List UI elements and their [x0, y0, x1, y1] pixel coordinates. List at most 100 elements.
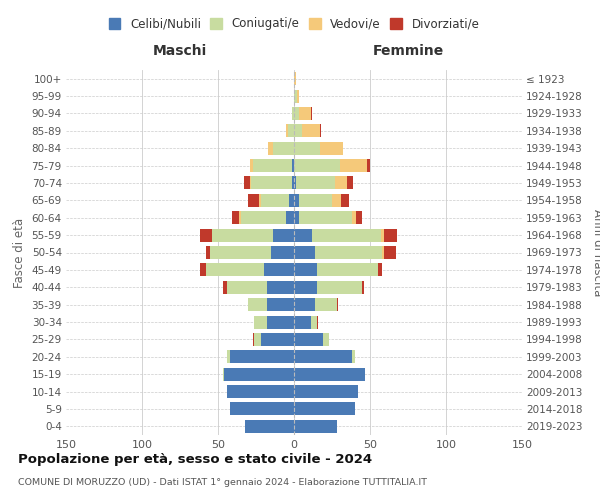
Bar	[232, 211, 239, 224]
Bar	[294, 194, 299, 207]
Bar	[299, 211, 352, 224]
Bar	[317, 264, 377, 276]
Bar	[299, 194, 332, 207]
Bar	[294, 159, 340, 172]
Bar	[248, 298, 266, 311]
Bar	[317, 316, 319, 328]
Bar	[294, 176, 296, 190]
Bar	[200, 264, 206, 276]
Bar	[286, 211, 294, 224]
Text: Popolazione per età, sesso e stato civile - 2024: Popolazione per età, sesso e stato civil…	[18, 452, 372, 466]
Bar	[302, 124, 320, 138]
Bar	[320, 124, 322, 138]
Bar	[263, 264, 294, 276]
Text: Maschi: Maschi	[153, 44, 207, 58]
Bar	[315, 298, 337, 311]
Bar	[200, 228, 212, 241]
Bar	[383, 246, 396, 259]
Bar	[294, 316, 311, 328]
Bar	[230, 350, 294, 364]
Bar	[268, 142, 273, 154]
Bar	[239, 211, 241, 224]
Bar	[294, 402, 355, 415]
Bar	[335, 176, 347, 190]
Y-axis label: Anni di nascita: Anni di nascita	[591, 209, 600, 296]
Bar	[332, 194, 341, 207]
Bar	[211, 246, 271, 259]
Bar	[340, 159, 367, 172]
Bar	[294, 107, 299, 120]
Bar	[294, 142, 320, 154]
Bar	[230, 402, 294, 415]
Bar	[294, 124, 302, 138]
Bar	[377, 264, 382, 276]
Bar	[241, 211, 286, 224]
Bar	[248, 194, 259, 207]
Bar	[311, 107, 312, 120]
Bar	[315, 246, 382, 259]
Bar	[367, 159, 370, 172]
Bar	[266, 298, 294, 311]
Bar	[294, 264, 317, 276]
Bar	[337, 298, 338, 311]
Bar	[352, 211, 356, 224]
Bar	[320, 142, 343, 154]
Bar	[254, 333, 260, 346]
Bar	[294, 368, 365, 380]
Bar	[212, 228, 273, 241]
Bar	[227, 385, 294, 398]
Bar	[288, 124, 294, 138]
Bar	[250, 159, 253, 172]
Bar	[341, 194, 349, 207]
Bar	[253, 333, 254, 346]
Bar	[352, 350, 355, 364]
Bar	[383, 228, 397, 241]
Bar	[253, 159, 292, 172]
Bar	[317, 280, 362, 294]
Bar	[297, 90, 299, 102]
Bar	[296, 176, 335, 190]
Bar	[294, 246, 315, 259]
Bar	[206, 246, 211, 259]
Bar	[273, 142, 294, 154]
Bar	[294, 420, 337, 433]
Text: COMUNE DI MORUZZO (UD) - Dati ISTAT 1° gennaio 2024 - Elaborazione TUTTITALIA.IT: COMUNE DI MORUZZO (UD) - Dati ISTAT 1° g…	[18, 478, 427, 487]
Bar	[292, 159, 294, 172]
Bar	[250, 176, 251, 190]
Bar	[286, 124, 288, 138]
Bar	[294, 211, 299, 224]
Bar	[294, 350, 352, 364]
Bar	[294, 228, 312, 241]
Bar	[266, 280, 294, 294]
Bar	[224, 368, 294, 380]
Bar	[292, 107, 294, 120]
Bar	[294, 333, 323, 346]
Legend: Celibi/Nubili, Coniugati/e, Vedovi/e, Divorziati/e: Celibi/Nubili, Coniugati/e, Vedovi/e, Di…	[105, 14, 483, 34]
Bar	[294, 90, 297, 102]
Bar	[259, 194, 260, 207]
Bar	[311, 316, 317, 328]
Y-axis label: Fasce di età: Fasce di età	[13, 218, 26, 288]
Bar	[223, 368, 224, 380]
Bar	[294, 385, 358, 398]
Bar	[312, 228, 380, 241]
Bar	[260, 333, 294, 346]
Bar	[382, 246, 383, 259]
Bar	[347, 176, 353, 190]
Bar	[380, 228, 383, 241]
Bar	[260, 194, 289, 207]
Bar	[292, 176, 294, 190]
Bar	[362, 280, 364, 294]
Bar	[206, 264, 263, 276]
Text: Femmine: Femmine	[373, 44, 443, 58]
Bar	[271, 246, 294, 259]
Bar	[244, 176, 250, 190]
Bar	[227, 280, 266, 294]
Bar	[223, 280, 227, 294]
Bar	[299, 107, 311, 120]
Bar	[227, 350, 230, 364]
Bar	[245, 420, 294, 433]
Bar	[294, 280, 317, 294]
Bar	[356, 211, 362, 224]
Bar	[251, 176, 292, 190]
